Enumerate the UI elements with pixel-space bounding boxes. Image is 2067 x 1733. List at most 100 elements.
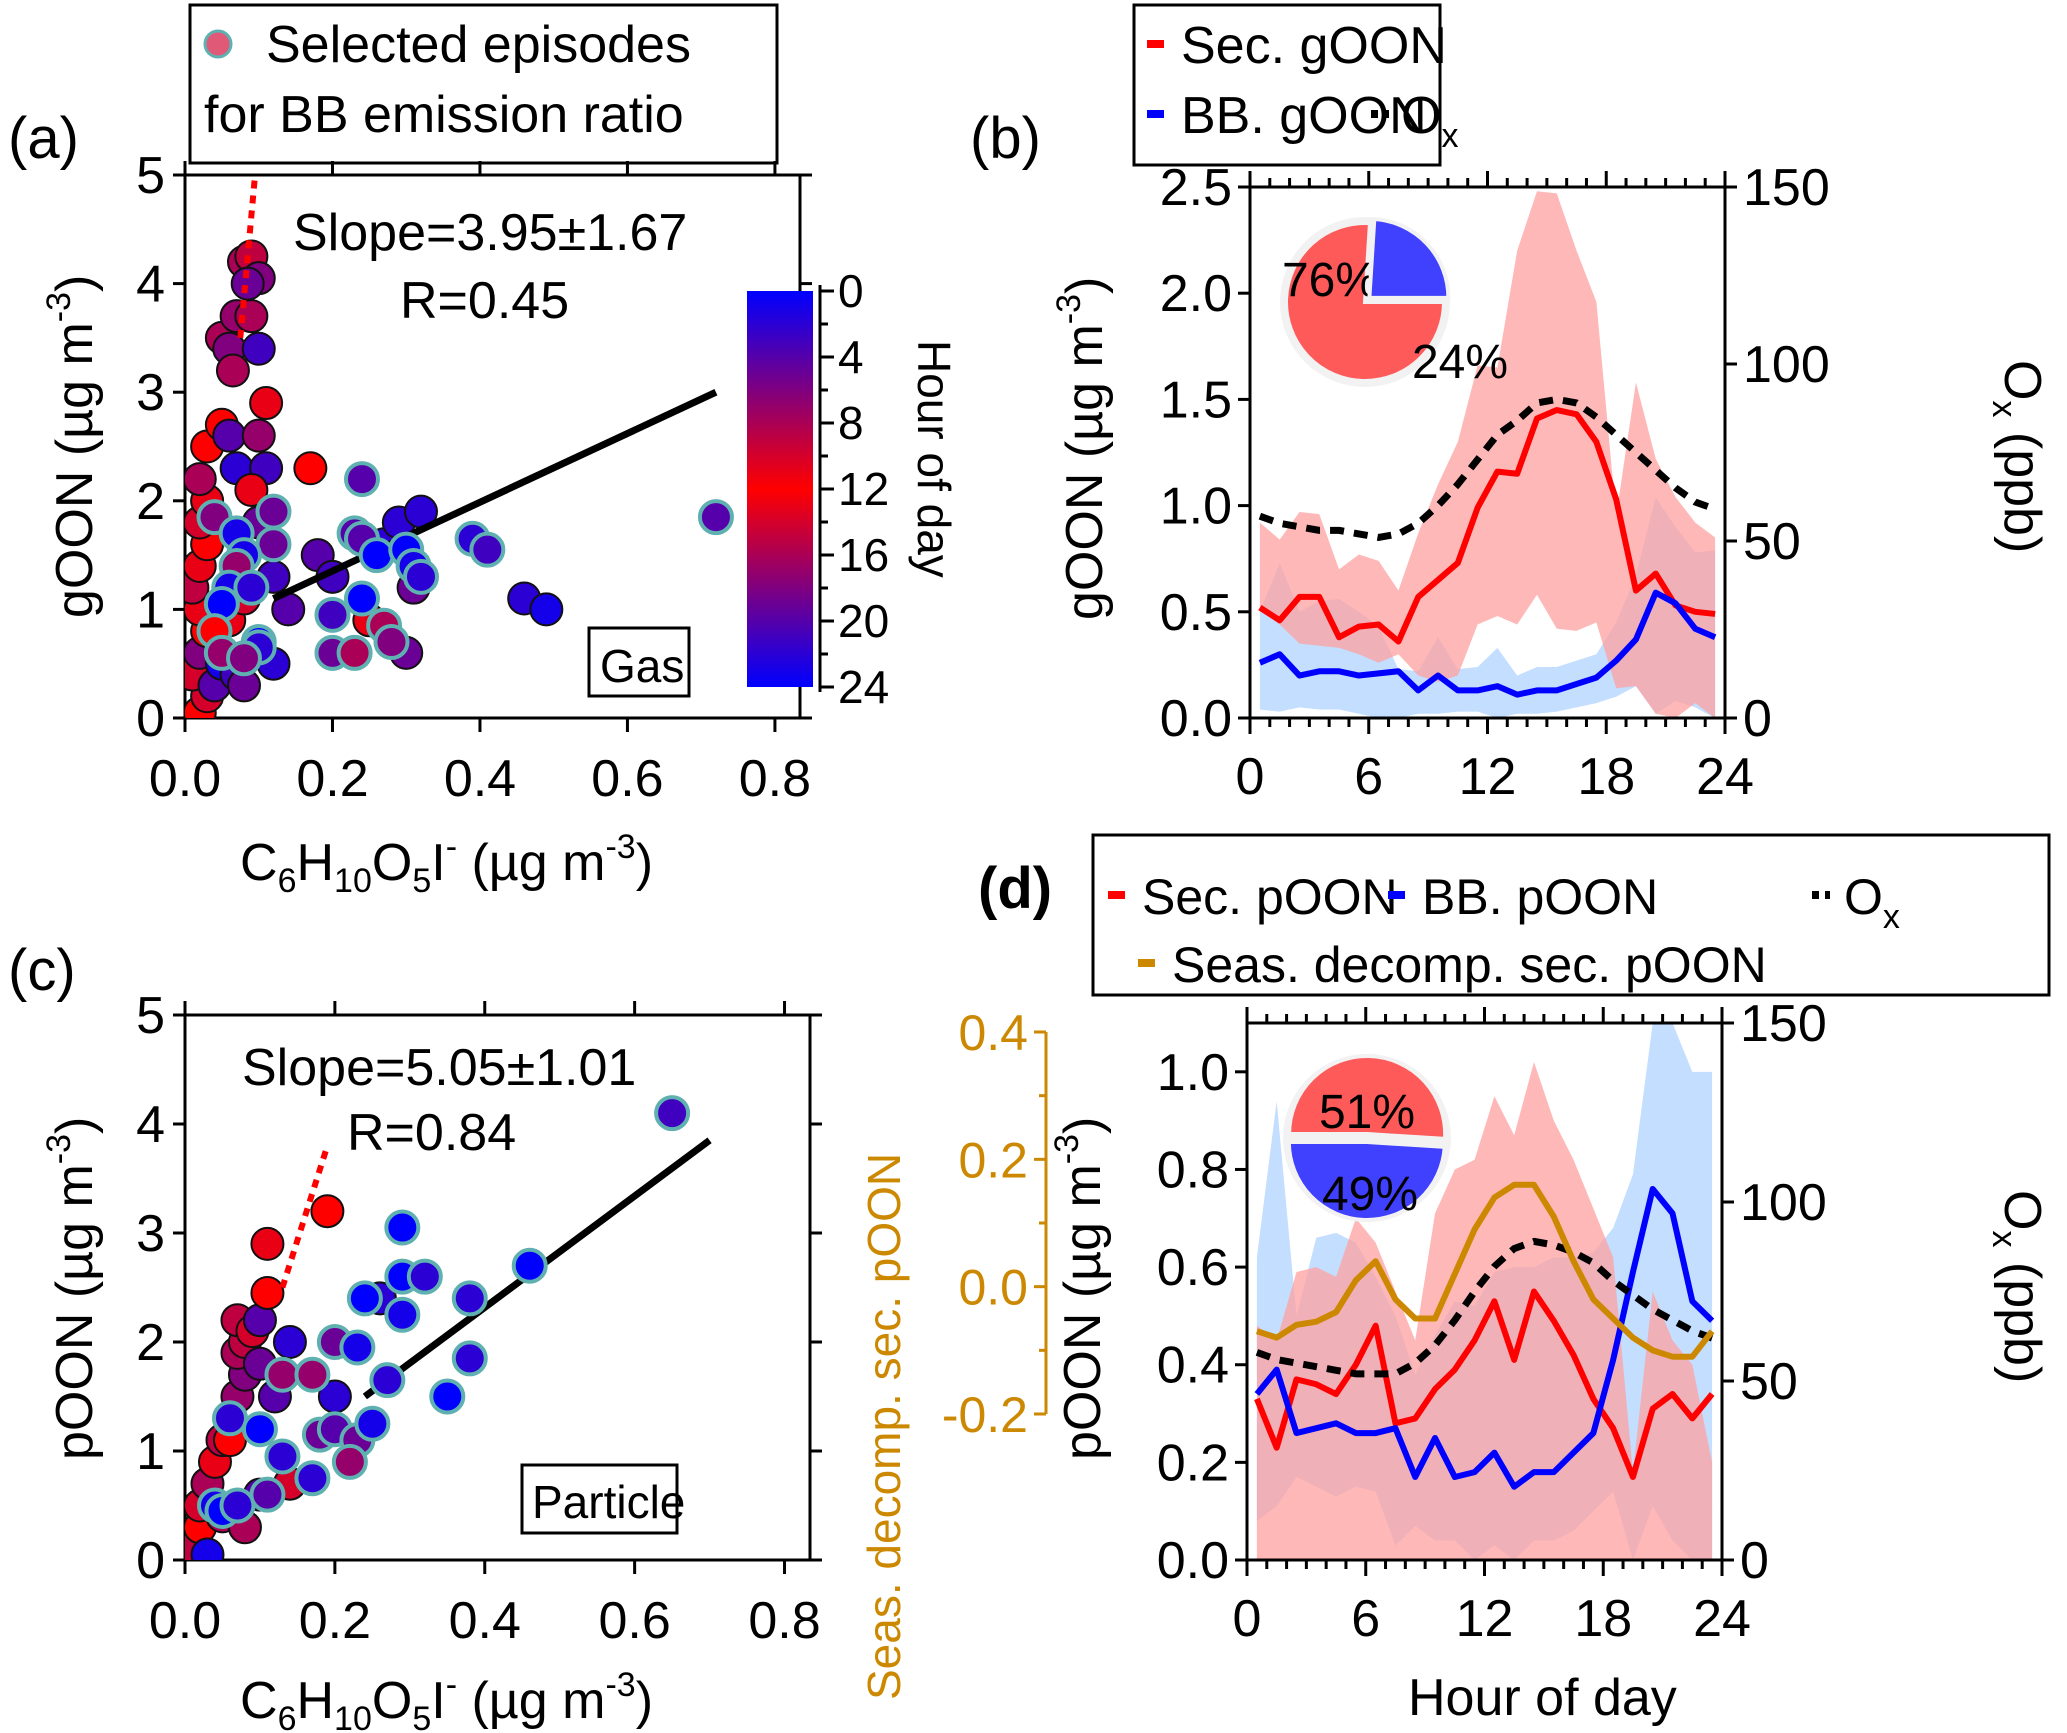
fit-line (272, 389, 718, 602)
legend-d-label: Sec. pOON (1142, 869, 1398, 925)
x-tick-label: 0 (1236, 748, 1265, 806)
y3label-d: Seas. decomp. sec. pOON (858, 1153, 910, 1700)
y-tick-label: 2 (136, 1314, 165, 1372)
xlabel-a-h: H (296, 834, 334, 892)
xlabel-a-i: I (431, 834, 445, 892)
selected-point (255, 493, 292, 530)
xlabel-c-c: C (240, 1672, 278, 1730)
plot-area-b: 0.0 0.5 1.0 1.5 2.0 2.5 0 50 100 150 0 6 12 18 24 76% 24… (1160, 159, 1830, 806)
y-tick-label: 4 (136, 256, 165, 314)
plot-area-c: 0 1 2 3 4 5 0.0 0.2 0.4 0.6 0.8 (136, 987, 822, 1650)
legend-b-line-icon (1147, 40, 1164, 48)
x-tick-label: 0.6 (591, 750, 663, 808)
legend-b-label-text: O (1401, 87, 1441, 145)
scatter-point (310, 1194, 345, 1229)
scatter-point (249, 386, 284, 421)
scatter-point (190, 1537, 225, 1560)
x-tick-label: 0.4 (444, 750, 516, 808)
legend-d-label-text: Seas. decomp. sec. pOON (1172, 937, 1767, 993)
colorbar-a: 0 4 8 12 16 20 24 Hour of day (747, 265, 960, 713)
selected-point (225, 640, 262, 677)
selected-point (402, 558, 439, 595)
y2label-b-main: O (1993, 360, 2051, 400)
pie-slice (1284, 221, 1447, 383)
legend-b-line-icon (1147, 110, 1164, 118)
y2-tick-label: 50 (1743, 513, 1801, 571)
plot-area-d: 0.0 0.2 0.4 0.6 0.8 1.0 0 50 100 150 0 6 12 18 24 51% 49… (1157, 995, 1827, 1648)
selected-point (384, 1209, 421, 1246)
x-tick-label: 18 (1574, 1590, 1632, 1648)
x-tick-label: 0.8 (748, 1592, 820, 1650)
selected-point (294, 1460, 331, 1497)
y2label-d-main: O (1993, 1190, 2051, 1230)
xlabel-a-o: O (372, 834, 412, 892)
y2-tick-label: 150 (1743, 159, 1830, 217)
ylabel-c-close: ) (46, 1117, 104, 1134)
legend-d-line-icon (1108, 891, 1125, 899)
xlabel-a-sub1: 6 (278, 862, 297, 900)
ylabel-b-sup: -3 (1050, 294, 1088, 324)
x-tick-label: 12 (1459, 748, 1517, 806)
y-tick-label: 0.0 (1160, 690, 1232, 748)
y2-tick-label: 50 (1740, 1353, 1798, 1411)
ylabel-c-sup: -3 (40, 1134, 78, 1164)
colorbar-tick-label: 16 (838, 529, 889, 581)
plot-frame (183, 1013, 812, 1562)
panel-d: (d) Sec. pOON BB. pOON Ox Seas. decomp. sec… (858, 833, 2051, 1727)
xlabel-c-h: H (296, 1672, 334, 1730)
pie-slice (1287, 1053, 1448, 1142)
y-tick-label: 1 (136, 1423, 165, 1481)
xlabel-a-sub2: 10 (334, 862, 372, 900)
xlabel-a-unitsup: -3 (605, 828, 635, 866)
y-tick-label: 5 (136, 987, 165, 1045)
svg-text:Ox (ppb): Ox (ppb) (1985, 360, 2051, 553)
scatter-point (241, 418, 276, 453)
y-tick-label: 1.0 (1160, 478, 1232, 536)
xlabel-c-unit: (µg m (457, 1672, 605, 1730)
selected-point (429, 1378, 466, 1415)
colorbar-tick-label: 0 (838, 265, 864, 317)
selected-point (249, 1476, 286, 1513)
legend-d-dash-icon (1825, 891, 1830, 899)
legend-d-line-icon (1138, 959, 1155, 967)
legend-b-dash-icon (1371, 110, 1378, 118)
y2label-d: Ox (ppb) (1985, 1190, 2051, 1383)
selected-point (384, 1296, 421, 1333)
xlabel-a: C6H10O5I- (µg m-3) (240, 828, 653, 900)
xlabel-c-sub1: 6 (278, 1700, 297, 1733)
selected-point (219, 1487, 256, 1524)
pie-label: 76% (1282, 254, 1378, 307)
y-tick-label: 0.2 (1157, 1434, 1229, 1492)
selected-point (314, 596, 351, 633)
series-line-ox (1258, 395, 1717, 541)
y2label-d-tail: (ppb) (1993, 1247, 2051, 1383)
y3-tick-label: 0.2 (958, 1132, 1028, 1188)
legend-d-label-text: Sec. pOON (1142, 869, 1398, 925)
legend-b-label: BB. gOON (1181, 87, 1427, 145)
y-tick-label: 0.8 (1157, 1141, 1229, 1199)
y-tick-label: 1.0 (1157, 1044, 1229, 1102)
y2label-b-sub: x (1985, 400, 2023, 417)
y-tick-label: 4 (136, 1096, 165, 1154)
annotation-slope-a: Slope=3.95±1.67 (293, 204, 687, 262)
legend-b-box (1132, 3, 1442, 167)
panel-a: (a) Selected episodes for BB emission ra… (8, 3, 960, 900)
xlabel-c-o: O (372, 1672, 412, 1730)
legend-a-line1: Selected episodes (266, 16, 691, 74)
xlabel-c-close: ) (636, 1672, 653, 1730)
ylabel-a-main: gOON (µg m (46, 322, 104, 618)
svg-text:C6H10O5I- (µg m-3): C6H10O5I- (µg m-3) (240, 828, 653, 900)
legend-d-label: Ox (1844, 869, 1900, 936)
selected-point (511, 1247, 548, 1284)
y-tick-label: 1.5 (1160, 371, 1232, 429)
scatter-marks (185, 175, 734, 718)
panel-label-c: (c) (8, 938, 76, 1003)
legend-a: Selected episodes for BB emission ratio (188, 3, 779, 165)
y2-tick-label: 150 (1740, 995, 1827, 1053)
selected-point (451, 1340, 488, 1377)
y-tick-label: 3 (136, 1205, 165, 1263)
x-tick-label: 0 (1233, 1590, 1262, 1648)
legend-b-label-text: BB. gOON (1181, 87, 1427, 145)
selected-point (241, 1411, 278, 1448)
